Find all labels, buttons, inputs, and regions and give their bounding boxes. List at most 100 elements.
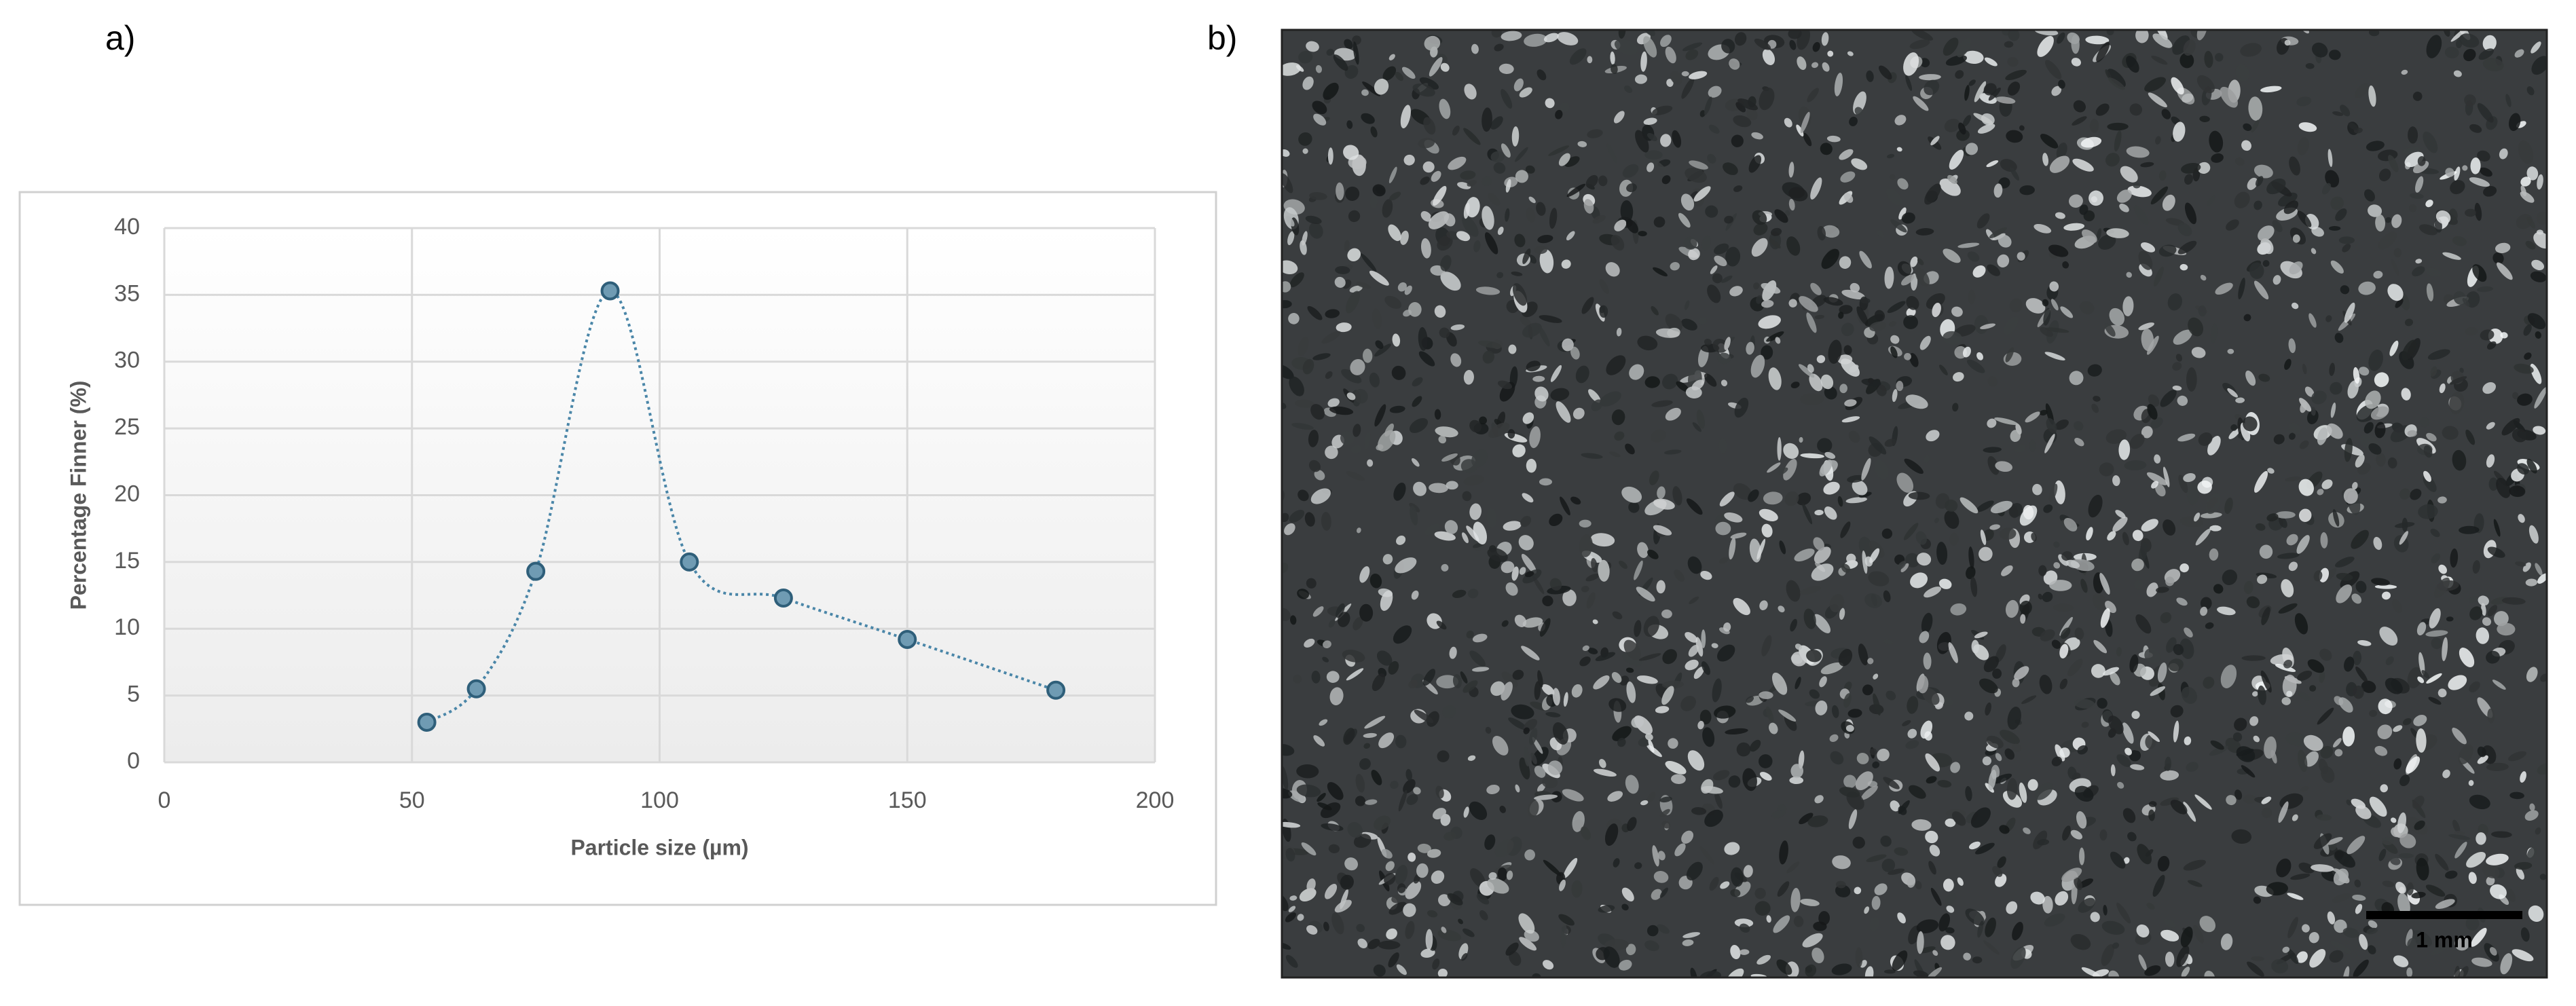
speckle — [2299, 508, 2312, 522]
speckle — [1926, 776, 1937, 784]
speckle — [1800, 111, 1810, 134]
speckle — [2344, 438, 2353, 462]
speckle — [2412, 92, 2423, 101]
speckle — [2236, 746, 2256, 762]
speckle — [2070, 933, 2091, 950]
speckle — [1945, 893, 1957, 906]
speckle — [1532, 576, 1545, 595]
speckle — [2200, 606, 2208, 616]
speckle — [2150, 186, 2169, 205]
speckle — [1869, 748, 1877, 756]
speckle — [1890, 346, 1898, 358]
speckle — [1810, 177, 1822, 200]
speckle — [1681, 71, 1689, 77]
speckle — [1839, 608, 1845, 620]
speckle — [1971, 639, 1979, 654]
panel-label: a) — [105, 19, 135, 57]
speckle — [1938, 913, 1951, 932]
speckle — [1388, 952, 1399, 968]
speckle — [1611, 409, 1625, 426]
speckle — [2020, 614, 2026, 624]
speckle — [2425, 267, 2442, 277]
speckle — [1753, 223, 1768, 236]
speckle — [2140, 162, 2154, 168]
speckle — [2282, 946, 2290, 953]
speckle — [1659, 808, 1670, 817]
speckle — [1670, 71, 1683, 85]
speckle — [2181, 967, 2190, 977]
speckle — [2407, 430, 2417, 437]
speckle — [1841, 563, 1851, 573]
speckle — [1288, 312, 1300, 324]
speckle — [1593, 675, 1610, 690]
speckle — [2240, 43, 2262, 57]
speckle — [1403, 903, 1416, 917]
speckle — [1730, 944, 1741, 960]
speckle — [2025, 411, 2040, 423]
speckle — [1608, 698, 1627, 712]
speckle — [1312, 353, 1331, 360]
speckle — [2059, 678, 2068, 690]
data-point — [417, 712, 437, 732]
speckle — [1526, 360, 1541, 372]
speckle — [1815, 700, 1828, 715]
speckle — [1297, 914, 1304, 921]
speckle — [1598, 759, 1606, 768]
speckle — [2241, 765, 2256, 778]
speckle — [1788, 162, 1795, 178]
speckle — [1811, 947, 1824, 964]
speckle — [1643, 36, 1657, 58]
data-point — [1046, 680, 1066, 700]
speckle — [1701, 235, 1711, 251]
speckle — [2133, 205, 2149, 225]
speckle — [1968, 79, 1976, 86]
speckle — [1717, 644, 1735, 662]
speckle — [2329, 50, 2341, 60]
speckle — [2079, 847, 2085, 865]
speckle — [2070, 830, 2083, 840]
speckle — [1816, 355, 1826, 363]
speckle — [1802, 503, 1813, 525]
speckle — [2282, 674, 2297, 698]
speckle — [2321, 183, 2332, 195]
speckle — [1809, 373, 1823, 392]
speckle — [1518, 535, 1534, 551]
speckle — [1651, 429, 1666, 443]
speckle — [1766, 915, 1771, 923]
speckle — [1812, 41, 1820, 52]
speckle — [2488, 477, 2499, 491]
speckle — [1559, 879, 1566, 891]
speckle — [1365, 799, 1378, 805]
speckle — [1835, 880, 1846, 889]
speckle — [1720, 881, 1730, 889]
speckle — [1682, 939, 1694, 946]
speckle — [2124, 743, 2141, 751]
speckle — [2453, 70, 2462, 77]
speckle — [2177, 240, 2197, 255]
speckle — [2005, 599, 2019, 618]
speckle — [2308, 313, 2317, 328]
speckle — [1625, 775, 1639, 794]
speckle — [1289, 895, 1298, 901]
speckle — [1566, 231, 1575, 241]
speckle — [1282, 62, 1302, 76]
speckle — [2514, 861, 2533, 870]
speckle — [1678, 212, 1691, 228]
speckle — [1493, 162, 1506, 174]
speckle — [1452, 589, 1467, 599]
speckle — [2520, 927, 2530, 942]
speckle — [1469, 650, 1486, 667]
speckle — [1845, 497, 1867, 504]
speckle — [1924, 455, 1930, 463]
speckle — [1444, 520, 1458, 534]
speckle — [1691, 379, 1704, 391]
speckle — [1918, 946, 1936, 954]
speckle — [1936, 542, 1948, 565]
speckle — [1326, 48, 1334, 56]
speckle — [2469, 681, 2480, 692]
speckle — [2148, 731, 2160, 743]
speckle — [2417, 155, 2426, 166]
speckle — [1714, 791, 1723, 809]
speckle — [1917, 553, 1932, 566]
speckle — [1834, 73, 1843, 96]
